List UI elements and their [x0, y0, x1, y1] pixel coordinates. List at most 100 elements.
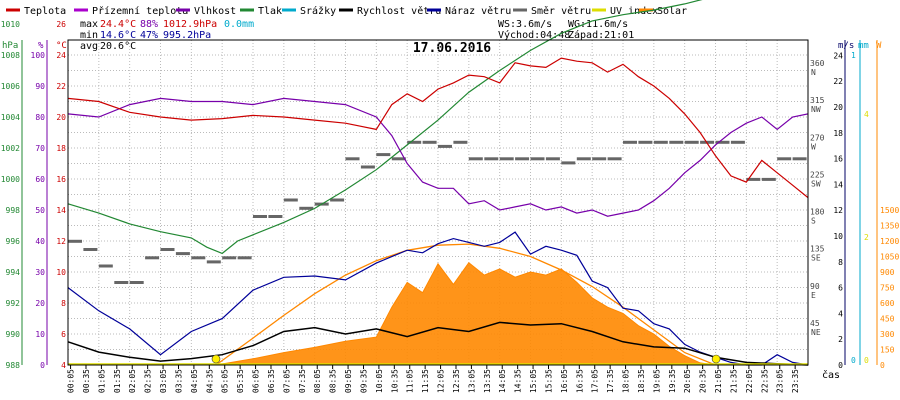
x-tick-label: 15:05	[529, 369, 538, 393]
wind-direction-mark	[561, 161, 576, 165]
tick-hpa: 992	[6, 299, 21, 308]
tick-temp: 4	[61, 361, 66, 370]
tick-ms: 24	[833, 51, 843, 60]
tick-w: 900	[880, 268, 895, 277]
tick-pct: 20	[35, 299, 45, 308]
x-tick-label: 15:35	[545, 369, 554, 393]
legend-label-8: Směr větru	[531, 5, 591, 17]
wind-direction-mark	[499, 157, 514, 161]
stat-avg-label: avg	[80, 41, 98, 52]
wind-direction-mark	[545, 157, 560, 161]
tick-temp: 6	[61, 330, 66, 339]
tick-temp: 12	[56, 237, 66, 246]
wind-direction-mark	[623, 140, 637, 144]
x-tick-label: 09:35	[360, 369, 369, 393]
x-tick-label: 03:05	[159, 369, 168, 393]
x-tick-label: 06:35	[267, 369, 276, 393]
x-tick-label: 10:05	[375, 369, 384, 393]
tick-w: 600	[880, 299, 895, 308]
series-pressure	[67, 0, 703, 255]
tick-hpa: 1010	[1, 20, 20, 29]
tick-pct: 30	[35, 268, 45, 277]
tick-dir-deg: 360	[810, 59, 825, 68]
wind-direction-mark	[191, 256, 206, 260]
tick-w: 0	[880, 361, 885, 370]
wind-direction-mark	[669, 140, 684, 144]
stat-max-humidity: 88%	[140, 19, 158, 30]
wind-direction-mark	[68, 239, 82, 243]
x-tick-label: 10:35	[390, 369, 399, 393]
x-tick-label: 18:05	[622, 369, 631, 393]
tick-w: 750	[880, 284, 895, 293]
tick-pct: 10	[35, 330, 45, 339]
chart-title: 17.06.2016	[413, 41, 491, 56]
wind-direction-mark	[299, 206, 314, 210]
wind-direction-mark	[792, 157, 807, 161]
wind-direction-mark	[484, 157, 499, 161]
axis-unit-ms: m/s	[838, 41, 854, 51]
series-humidity	[67, 97, 809, 217]
stat-max-pressure: 1012.9hPa	[163, 19, 217, 30]
wind-direction-mark	[83, 248, 98, 251]
tick-w: 1350	[880, 222, 899, 231]
tick-dir-label: N	[811, 68, 816, 77]
wind-direction-mark	[283, 198, 298, 202]
legend-label-4: Tlak	[258, 6, 282, 17]
legend-label-3: Vlhkost	[194, 6, 236, 17]
tick-dir-deg: 315	[810, 96, 825, 105]
series-temperature	[67, 57, 809, 199]
tick-pct: 50	[35, 206, 45, 215]
x-tick-label: 04:05	[190, 369, 199, 393]
tick-hpa: 990	[6, 330, 21, 339]
stat-max-temp: 24.4°C	[100, 19, 136, 30]
tick-temp: 26	[56, 20, 66, 29]
tick-dir-deg: 270	[810, 133, 825, 142]
wind-direction-mark	[345, 157, 360, 161]
x-tick-label: 18:35	[637, 369, 646, 393]
tick-ms: 2	[838, 335, 843, 344]
plot-frame	[67, 39, 809, 366]
x-tick-label: 13:05	[467, 369, 476, 393]
tick-ms: 20	[833, 103, 843, 112]
wind-direction-mark	[145, 256, 160, 260]
axis-unit-pct: %	[38, 41, 44, 51]
x-tick-label: 17:05	[591, 369, 600, 393]
tick-pct: 90	[35, 82, 45, 91]
tick-temp: 10	[56, 268, 66, 277]
wind-direction-mark	[222, 256, 237, 260]
x-tick-label: 14:05	[498, 369, 507, 393]
tick-ms: 16	[833, 155, 843, 164]
wind-direction-mark	[607, 157, 622, 161]
wind-direction-mark	[422, 140, 437, 144]
axis-unit-temp: °C	[56, 41, 67, 51]
legend: Teplota Přízemní teplota Vlhkost Tlak Srážky…	[6, 5, 687, 17]
tick-uv: 0	[864, 356, 869, 365]
stat-sunset: Západ:21:01	[568, 29, 634, 41]
legend-label-5: Srážky	[300, 5, 336, 17]
sun-marker	[211, 354, 221, 364]
tick-dir-deg: 45	[810, 319, 820, 328]
tick-ms: 10	[833, 232, 843, 241]
wind-direction-mark	[530, 157, 545, 161]
x-tick-label: 05:35	[236, 369, 245, 393]
wind-direction-mark	[715, 140, 730, 144]
tick-temp: 24	[56, 51, 66, 60]
wind-direction-mark	[237, 256, 252, 260]
tick-dir-deg: 225	[810, 170, 825, 179]
tick-temp: 16	[56, 175, 66, 184]
wind-direction-mark	[515, 157, 530, 161]
tick-dir-label: SE	[811, 254, 821, 263]
x-tick-label: 13:35	[483, 369, 492, 393]
tick-w: 300	[880, 330, 895, 339]
stat-min-temp: 14.6°C	[100, 30, 136, 41]
stat-min-humidity: 47%	[140, 30, 158, 41]
tick-hpa: 1004	[1, 113, 20, 122]
tick-dir-label: SW	[811, 179, 821, 188]
x-tick-label: 22:35	[760, 369, 769, 393]
wind-direction-mark	[98, 264, 113, 268]
wind-direction-mark	[160, 248, 175, 251]
wind-direction-mark	[360, 165, 375, 169]
wind-direction-mark	[253, 215, 267, 218]
x-tick-label: 09:05	[344, 369, 353, 393]
